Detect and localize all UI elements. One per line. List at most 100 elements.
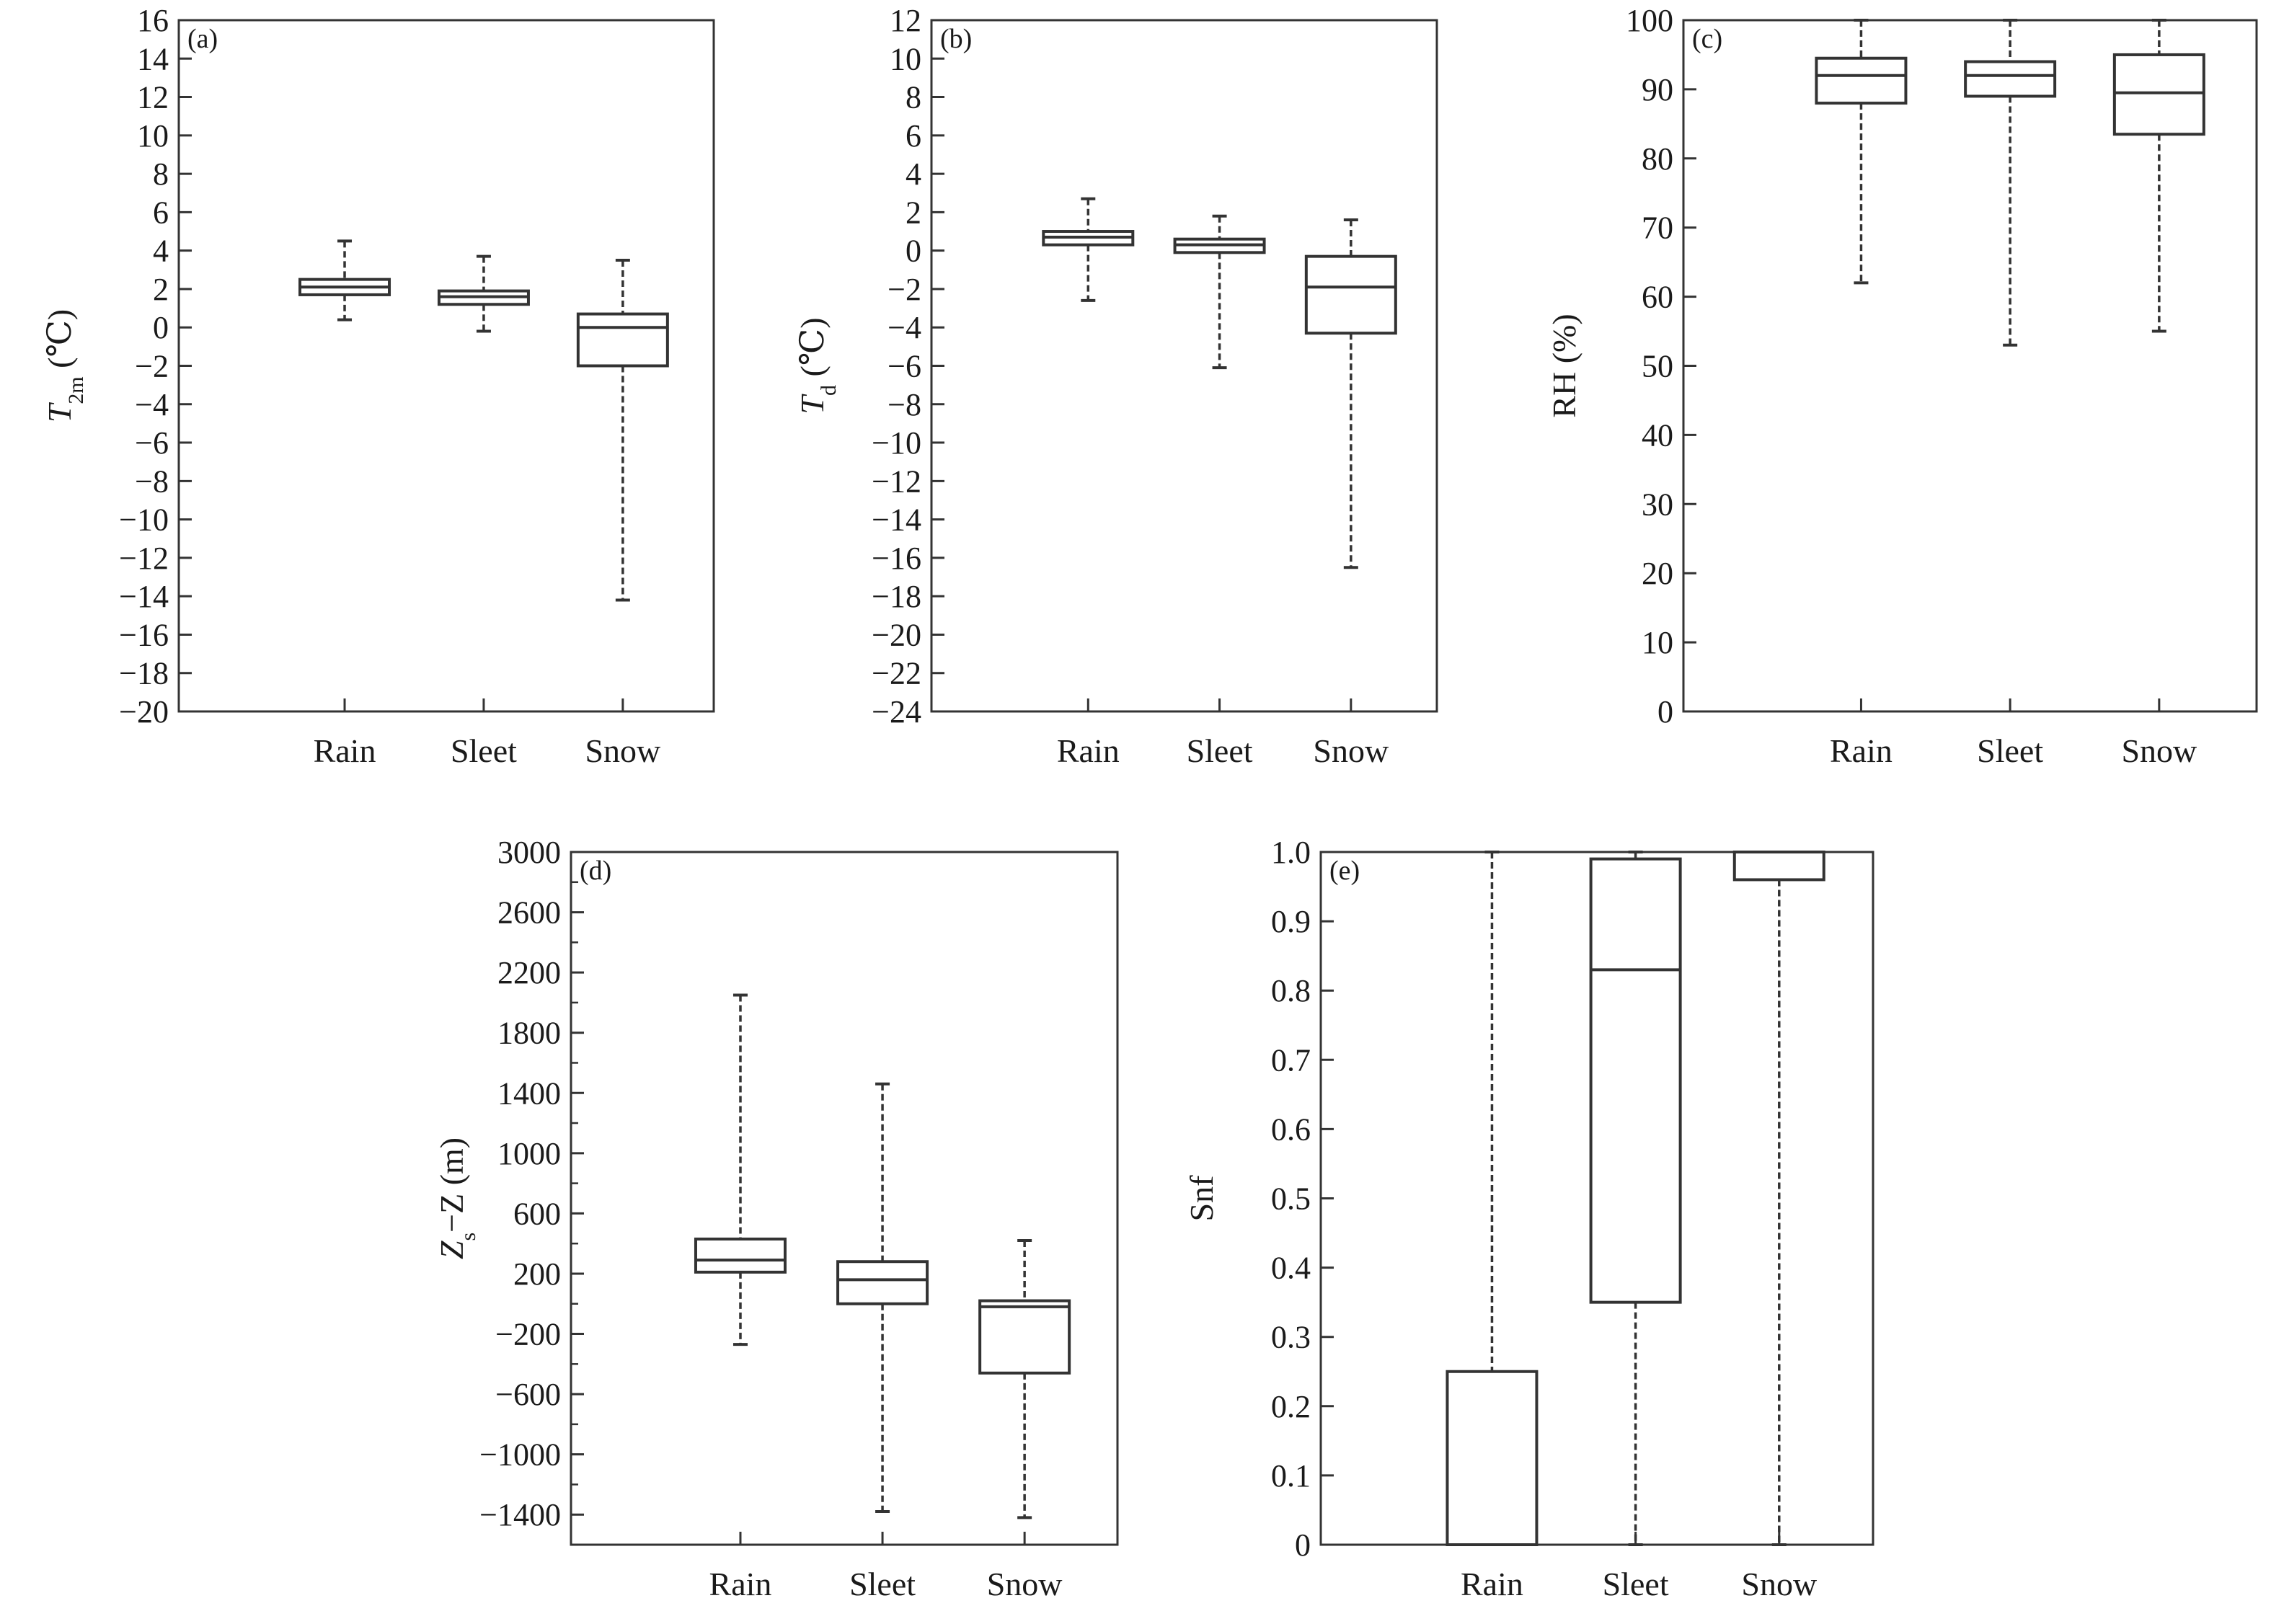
y-tick-label: −2 xyxy=(135,349,169,384)
x-label-sleet: Sleet xyxy=(849,1566,916,1602)
y-tick-label: 200 xyxy=(513,1256,561,1292)
x-label-rain: Rain xyxy=(1830,732,1892,769)
x-label-sleet: Sleet xyxy=(1603,1566,1669,1602)
y-tick-label: 3000 xyxy=(497,835,561,870)
y-tick-label: 0.8 xyxy=(1271,973,1311,1008)
x-label-rain: Rain xyxy=(1057,732,1120,769)
y-tick-label: −14 xyxy=(119,579,169,614)
y-tick-label: 1800 xyxy=(497,1016,561,1051)
y-axis-title-main: Z xyxy=(433,1241,470,1259)
y-tick-label: 1000 xyxy=(497,1136,561,1171)
y-tick-label: 0.9 xyxy=(1271,904,1311,939)
y-tick-label: 80 xyxy=(1642,141,1673,177)
x-label-snow: Snow xyxy=(987,1566,1063,1602)
x-label-sleet: Sleet xyxy=(1977,732,2043,769)
y-tick-label: 0 xyxy=(1657,694,1673,729)
box-snow xyxy=(1304,254,1397,335)
y-axis-title: Td (℃) xyxy=(794,317,841,414)
y-tick-label: 0 xyxy=(153,310,169,345)
y-tick-label: 2200 xyxy=(497,955,561,990)
y-tick-label: −10 xyxy=(119,502,169,538)
panel-label: (b) xyxy=(940,24,972,54)
y-axis-title-subscript: 2m xyxy=(64,376,88,404)
box-sleet xyxy=(1964,60,2057,98)
y-tick-label: 0.7 xyxy=(1271,1042,1311,1078)
y-tick-label: −20 xyxy=(119,694,169,729)
y-tick-label: 0 xyxy=(1295,1527,1311,1563)
box-snow xyxy=(2112,53,2205,136)
y-tick-label: 4 xyxy=(906,156,921,192)
y-axis-title-unit: (℃) xyxy=(794,317,831,385)
y-axis-title: RH (%) xyxy=(1546,314,1582,417)
y-tick-label: 8 xyxy=(906,80,921,115)
y-tick-label: 10 xyxy=(137,118,169,154)
y-tick-label: 0.5 xyxy=(1271,1181,1311,1217)
y-tick-label: −20 xyxy=(872,617,921,652)
y-axis-title-unit: (%) xyxy=(1546,314,1582,371)
y-tick-label: 60 xyxy=(1642,280,1673,315)
y-axis-title: Zs−Z (m) xyxy=(433,1137,480,1259)
y-tick-label: −12 xyxy=(872,463,921,499)
x-label-snow: Snow xyxy=(2121,732,2197,769)
y-tick-label: 50 xyxy=(1642,349,1673,384)
box-snow xyxy=(576,312,669,368)
y-tick-label: 600 xyxy=(513,1196,561,1231)
y-tick-label: 2 xyxy=(906,195,921,230)
y-tick-label: −8 xyxy=(135,463,169,499)
y-tick-label: −22 xyxy=(872,656,921,691)
y-tick-label: 4 xyxy=(153,234,169,269)
y-tick-label: 70 xyxy=(1642,210,1673,246)
y-axis-title-unit: −Z (m) xyxy=(433,1137,470,1233)
y-tick-label: −6 xyxy=(135,425,169,461)
plot-frame xyxy=(930,19,1438,713)
panel-label: (e) xyxy=(1329,856,1360,886)
y-tick-label: 8 xyxy=(153,156,169,192)
y-tick-label: −1400 xyxy=(479,1497,561,1532)
panel-label: (a) xyxy=(187,24,218,54)
y-tick-label: 12 xyxy=(890,3,921,38)
y-tick-label: 30 xyxy=(1642,487,1673,522)
y-axis-title-subscript: d xyxy=(817,385,841,396)
y-axis-title-main: T xyxy=(794,394,831,414)
box-rain xyxy=(1815,56,1908,105)
y-tick-label: −200 xyxy=(495,1317,561,1352)
y-tick-label: 2600 xyxy=(497,895,561,931)
x-label-rain: Rain xyxy=(709,1566,772,1602)
box-rain xyxy=(694,1237,787,1274)
chart-panel-e: 1.0 0.9 0.8 0.7 0.6 0.5 0.4 0.3 0.2 0.1 0 (e) Snf Rai… xyxy=(1183,835,1874,1602)
y-tick-label: −4 xyxy=(135,387,169,422)
y-tick-label: −24 xyxy=(872,694,921,729)
y-tick-label: −16 xyxy=(119,617,169,652)
y-axis-title-main: RH xyxy=(1546,372,1582,418)
y-tick-label: −12 xyxy=(119,541,169,576)
y-tick-label: 40 xyxy=(1642,417,1673,453)
y-tick-label: −14 xyxy=(872,502,921,538)
y-axis-title-subscript: s xyxy=(456,1233,480,1241)
y-tick-label: −18 xyxy=(872,579,921,614)
x-label-snow: Snow xyxy=(585,732,661,769)
x-label-rain: Rain xyxy=(1461,1566,1523,1602)
y-axis-title-main: T xyxy=(41,401,78,422)
y-tick-label: 100 xyxy=(1626,3,1673,38)
box-rain xyxy=(1446,1370,1539,1546)
y-tick-label: 0.4 xyxy=(1271,1251,1311,1286)
y-tick-label: 0.3 xyxy=(1271,1320,1311,1355)
y-axis-title: T2m (℃) xyxy=(41,309,88,423)
chart-panel-d: 3000 2600 2200 1800 1400 1000 600 200 −200 −600 −1… xyxy=(433,835,1119,1602)
y-tick-label: 10 xyxy=(1642,625,1673,660)
box-snow xyxy=(1732,851,1825,882)
y-tick-label: 90 xyxy=(1642,72,1673,107)
x-label-rain: Rain xyxy=(314,732,376,769)
x-label-snow: Snow xyxy=(1313,732,1389,769)
y-tick-label: −1000 xyxy=(479,1437,561,1473)
y-axis-title-unit: (℃) xyxy=(41,309,78,377)
box-sleet xyxy=(836,1260,929,1305)
y-tick-label: 2 xyxy=(153,272,169,307)
y-tick-label: 10 xyxy=(890,41,921,76)
y-tick-label: −16 xyxy=(872,541,921,576)
y-tick-label: −6 xyxy=(887,349,921,384)
y-tick-label: −600 xyxy=(495,1377,561,1412)
